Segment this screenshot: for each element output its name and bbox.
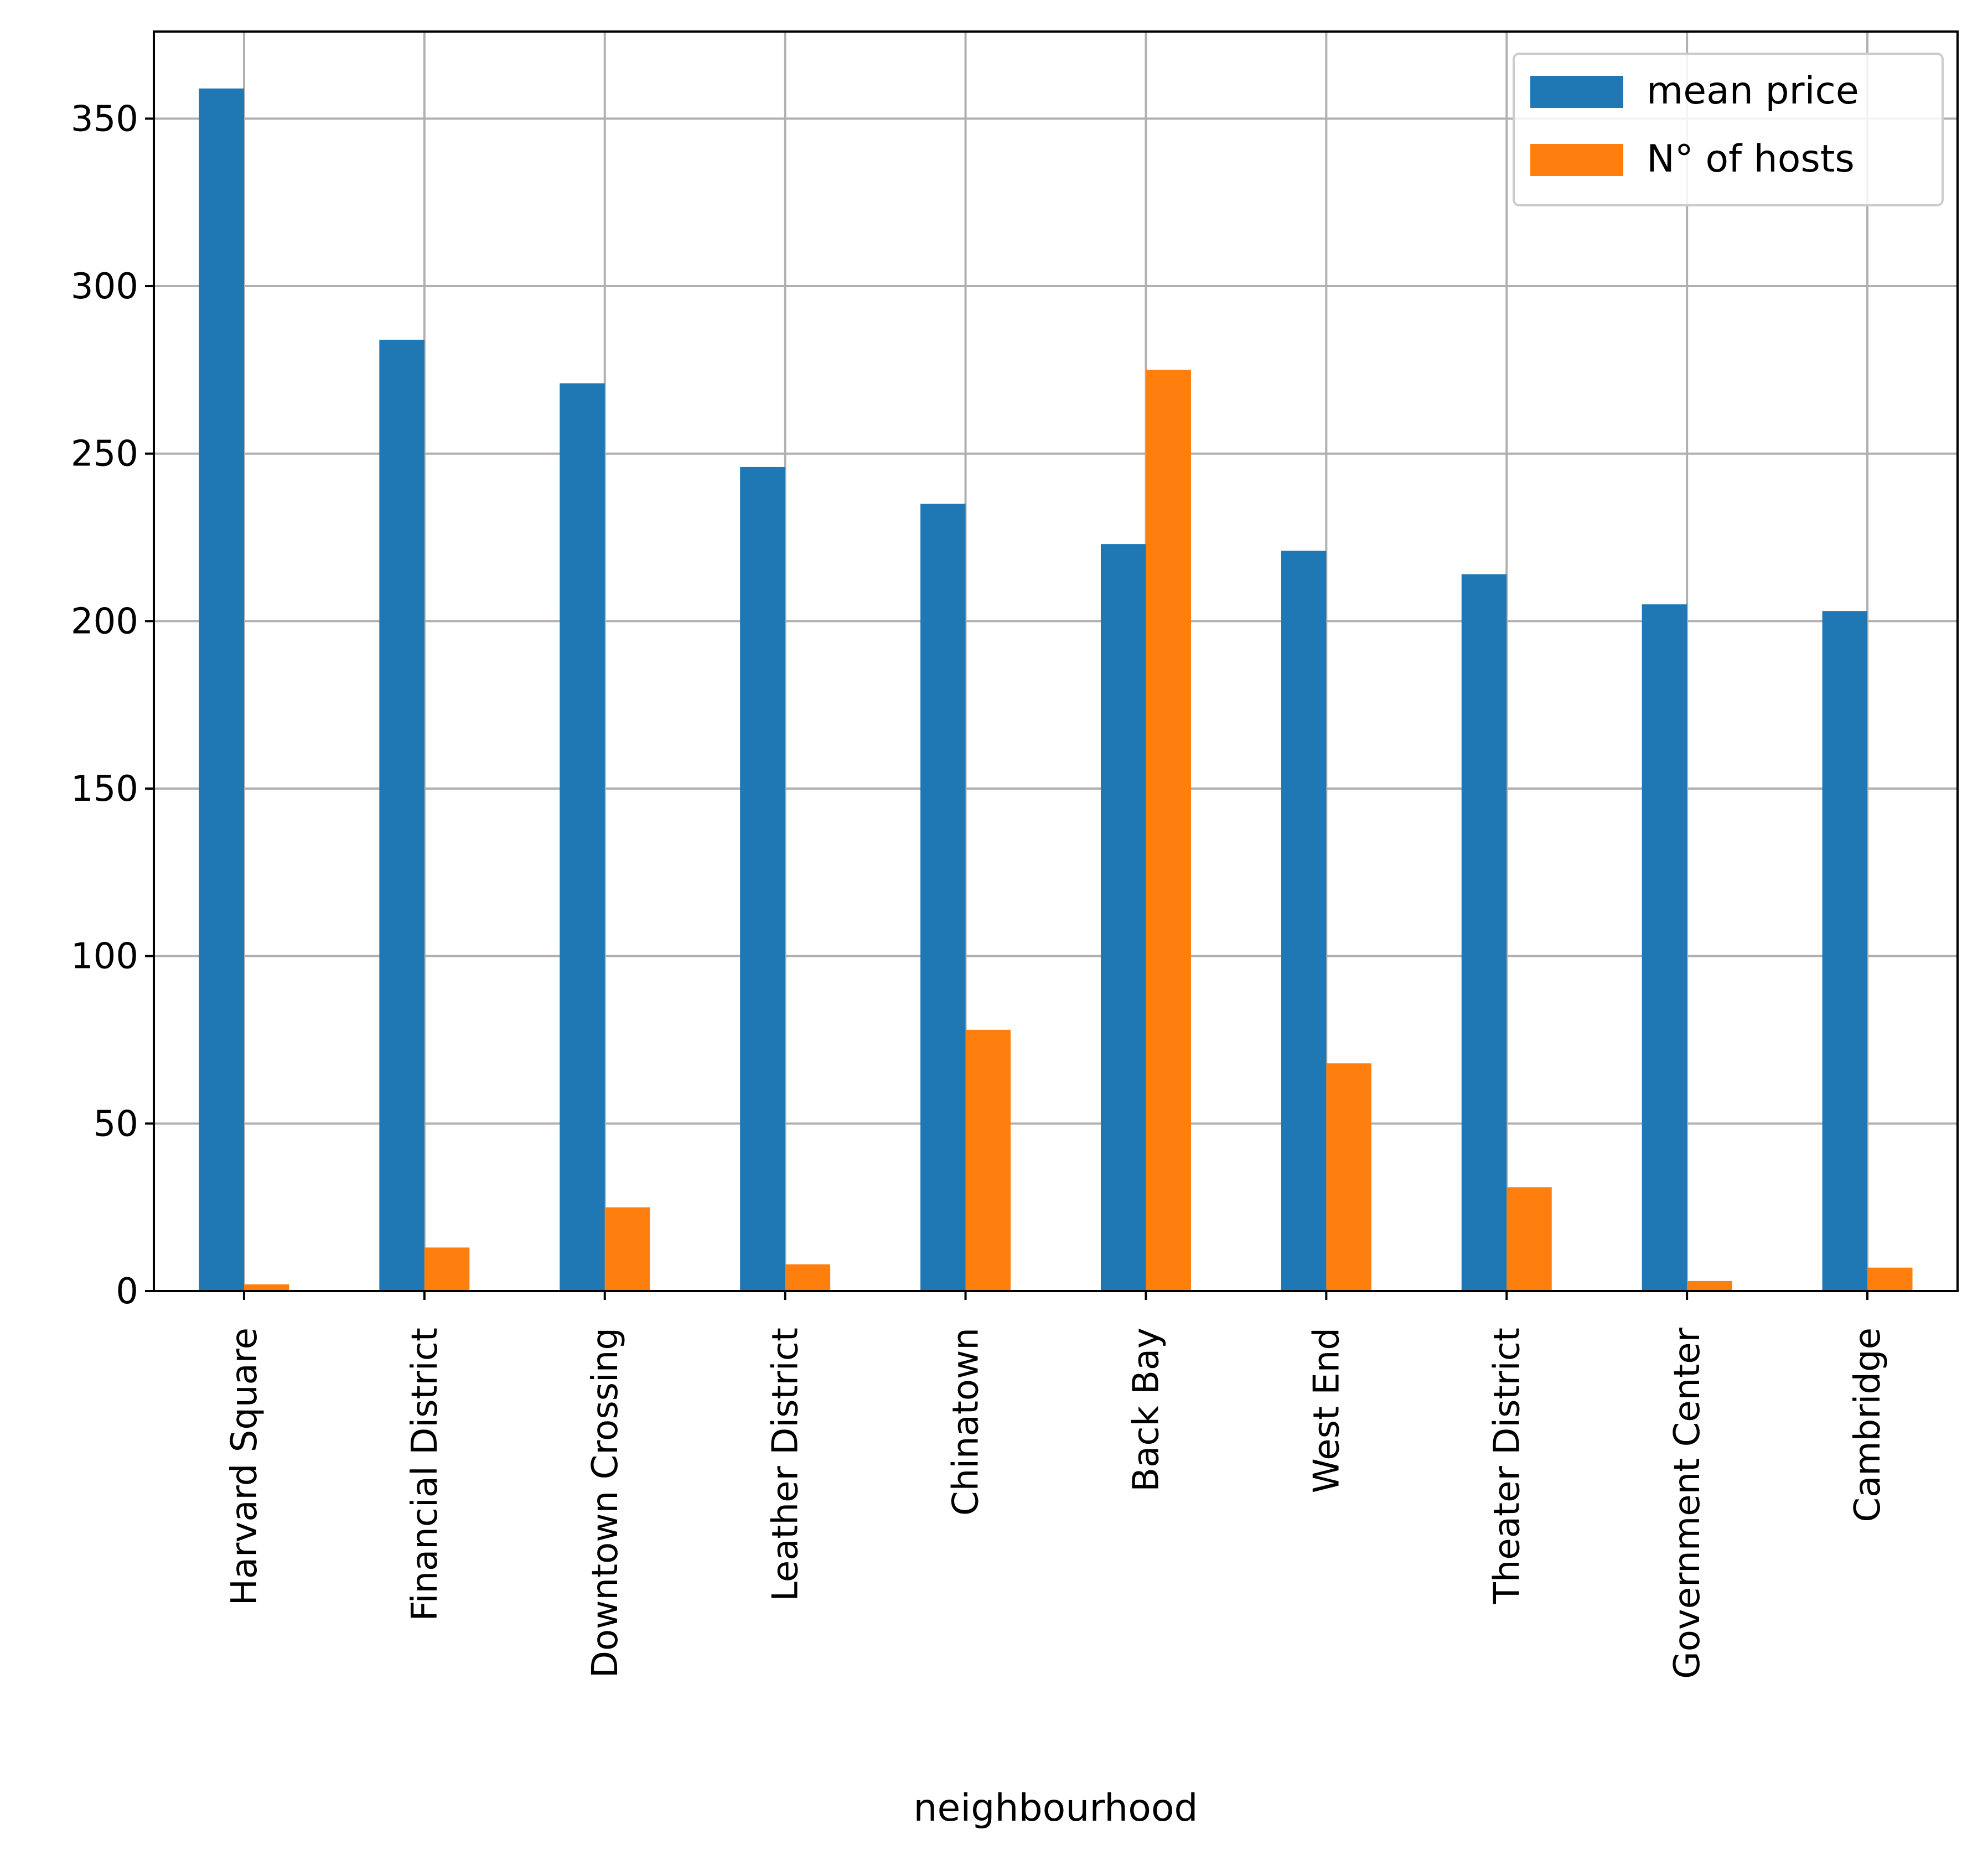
x-tick-label: Chinatown bbox=[946, 1328, 987, 1516]
bar-hosts bbox=[785, 1264, 831, 1291]
bar-hosts bbox=[604, 1207, 650, 1291]
x-tick-label: Theater District bbox=[1487, 1328, 1528, 1604]
y-tick-label: 350 bbox=[71, 99, 138, 139]
legend-label: N° of hosts bbox=[1647, 137, 1855, 181]
bar-hosts bbox=[1326, 1063, 1371, 1291]
x-tick-label: Financial District bbox=[405, 1328, 446, 1621]
bar-mean-price bbox=[199, 88, 244, 1291]
bar-hosts bbox=[965, 1029, 1011, 1291]
x-tick-label: Harvard Square bbox=[224, 1328, 265, 1605]
y-tick-label: 250 bbox=[71, 434, 138, 475]
bar-mean-price bbox=[920, 504, 966, 1291]
y-tick-label: 200 bbox=[71, 601, 138, 642]
y-tick-label: 150 bbox=[71, 769, 138, 810]
bar-mean-price bbox=[1100, 544, 1146, 1291]
legend-swatch bbox=[1530, 144, 1623, 176]
bar-mean-price bbox=[1822, 611, 1868, 1291]
bar-mean-price bbox=[1461, 574, 1507, 1291]
legend-swatch bbox=[1530, 76, 1623, 108]
y-tick-label: 50 bbox=[94, 1103, 138, 1144]
x-tick-label: Back Bay bbox=[1126, 1328, 1167, 1492]
bar-hosts bbox=[1687, 1281, 1732, 1291]
bar-hosts bbox=[1146, 370, 1191, 1291]
plot-frame bbox=[153, 30, 1959, 1292]
x-axis-title: neighbourhood bbox=[913, 1786, 1198, 1830]
bar-mean-price bbox=[379, 339, 424, 1292]
bar-mean-price bbox=[740, 467, 785, 1291]
bar-mean-price bbox=[560, 383, 605, 1291]
y-tick-label: 300 bbox=[71, 266, 138, 307]
bar-hosts bbox=[1506, 1187, 1552, 1291]
y-tick-label: 0 bbox=[116, 1271, 138, 1312]
bar-hosts bbox=[1867, 1267, 1913, 1291]
legend: mean price N° of hosts bbox=[1513, 53, 1944, 206]
bar-hosts bbox=[244, 1284, 289, 1291]
y-tick-label: 100 bbox=[71, 936, 138, 977]
bars bbox=[199, 88, 1913, 1292]
legend-label: mean price bbox=[1647, 69, 1859, 113]
x-tick-label: Government Center bbox=[1667, 1327, 1708, 1679]
bar-mean-price bbox=[1642, 604, 1687, 1291]
x-tick-label: Cambridge bbox=[1847, 1328, 1888, 1522]
x-tick-label: Leather District bbox=[765, 1328, 806, 1602]
bar-hosts bbox=[424, 1247, 470, 1291]
x-tick-label: Downtown Crossing bbox=[585, 1328, 626, 1678]
x-tick-label: West End bbox=[1306, 1328, 1347, 1493]
bar-mean-price bbox=[1281, 551, 1327, 1292]
axis-ticks: 0 50 100 150 200 250 300 350 Harvard Square Finan… bbox=[71, 99, 1888, 1678]
